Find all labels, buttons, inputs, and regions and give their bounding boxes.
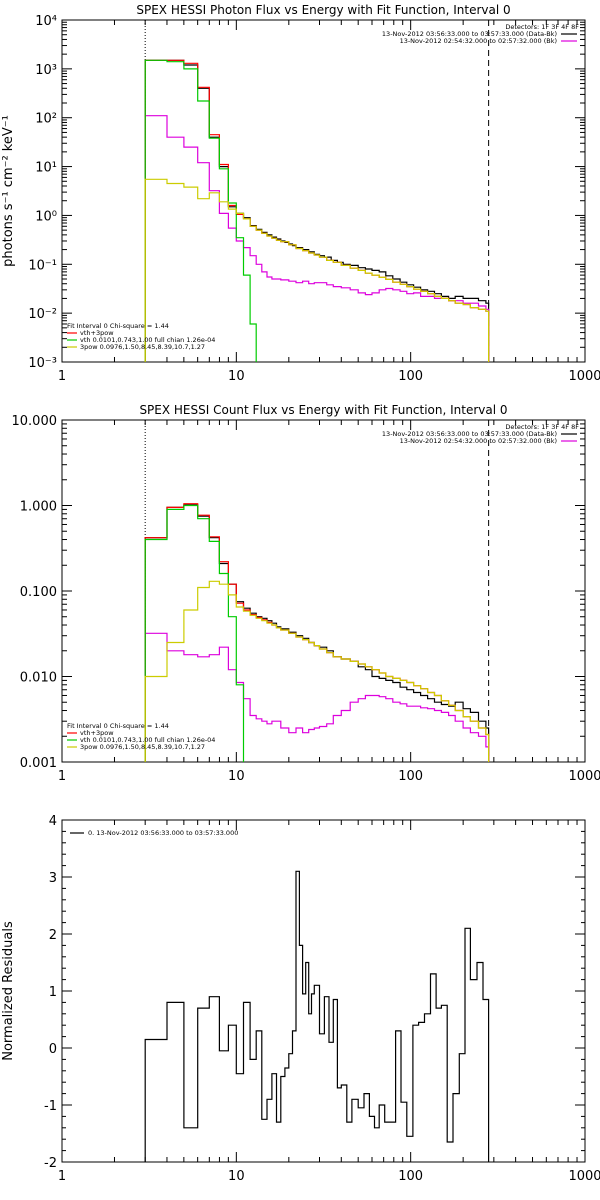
series-data-bk (144, 59, 490, 362)
legend-entry-label: vth 0.0101,0.743,1.00 full chian 1.26e-0… (80, 736, 215, 744)
legend-entry-label: vth+3pow (80, 329, 114, 337)
legend-entry-label: 13-Nov-2012 03:56:33.000 to 03:57:33.000… (382, 30, 557, 38)
series-vth (144, 59, 257, 362)
series-group (144, 59, 490, 362)
y-tick-label: 0.001 (20, 756, 57, 771)
series-vth-3pow (144, 503, 490, 762)
legend-entry-label: vth 0.0101,0.743,1.00 full chian 1.26e-0… (80, 336, 215, 344)
y-axis-label: Normalized Residuals (1, 921, 16, 1061)
y-tick-label: 0.100 (20, 585, 57, 600)
legend-entry-label: vth+3pow (80, 729, 114, 737)
legend-entry-label: 13-Nov-2012 02:54:32.000 to 02:57:32.000… (400, 37, 557, 45)
series-vth (144, 504, 245, 762)
series-vth-3pow (144, 59, 490, 362)
series-bk (144, 115, 490, 362)
series-data-bk (144, 504, 490, 762)
x-tick-label: 100 (398, 1169, 423, 1184)
x-tick-label: 1 (58, 769, 66, 784)
chart-panel-3: Normalized Residuals 1 10 100 1000 -2 -1 0 1 2 3 4 0… (1, 814, 600, 1184)
y-tick-label: 10³ (35, 63, 57, 78)
series-3pow (144, 178, 490, 362)
x-tick-label: 1000 (568, 369, 600, 384)
series-0-13-nov-2012-03-56-33-000-to-03-57-33-000 (144, 870, 490, 1162)
y-tick-label: 0.010 (20, 671, 57, 686)
series-group (144, 503, 490, 762)
y-tick-label: 10⁻¹ (28, 258, 57, 273)
y-tick-label: 10⁻³ (28, 356, 57, 371)
legend-entry-label: 13-Nov-2012 03:56:33.000 to 03:57:33.000… (382, 430, 557, 438)
x-tick-label: 100 (398, 369, 423, 384)
legend-entry-label: 3pow 0.0976,1.50,8.45,8.39,10.7,1.27 (80, 343, 205, 351)
y-tick-label: 10¹ (35, 161, 57, 176)
legend-top-title: Detectors: 1F 3F 4F 8F (505, 23, 579, 31)
y-tick-label: 3 (49, 871, 57, 886)
x-tick-label: 1000 (568, 769, 600, 784)
y-tick-label: 1 (49, 985, 57, 1000)
y-axis-label: photons s⁻¹ cm⁻² keV⁻¹ (1, 115, 16, 267)
y-tick-label: -2 (44, 1156, 57, 1171)
chart-panel-2: SPEX HESSI Count Flux vs Energy with Fit… (12, 403, 600, 784)
series-group (144, 870, 490, 1162)
y-tick-label: -1 (44, 1099, 57, 1114)
x-tick-label: 1 (58, 369, 66, 384)
plot-frame (61, 19, 586, 363)
y-tick-label: 4 (49, 814, 57, 829)
chart-title: SPEX HESSI Photon Flux vs Energy with Fi… (136, 3, 510, 17)
x-tick-label: 1000 (568, 1169, 600, 1184)
y-tick-label: 10⁴ (35, 14, 57, 29)
legend-top-title: Detectors: 1F 3F 4F 8F (505, 423, 579, 431)
x-tick-label: 1 (58, 1169, 66, 1184)
y-tick-label: 10² (35, 112, 57, 127)
x-tick-label: 10 (228, 1169, 245, 1184)
x-tick-label: 10 (228, 369, 245, 384)
legend-entry-label: 0. 13-Nov-2012 03:56:33.000 to 03:57:33.… (88, 829, 238, 837)
y-tick-label: 10.000 (12, 414, 58, 429)
plot-frame (61, 819, 586, 1163)
legend-fit-title: Fit Interval 0 Chi-square = 1.44 (67, 322, 169, 330)
chart-panel-1: SPEX HESSI Photon Flux vs Energy with Fi… (1, 3, 600, 384)
x-tick-label: 100 (398, 769, 423, 784)
legend-entry-label: 13-Nov-2012 02:54:32.000 to 02:57:32.000… (400, 437, 557, 445)
chart-title: SPEX HESSI Count Flux vs Energy with Fit… (139, 403, 507, 417)
legend-fit-title: Fit Interval 0 Chi-square = 1.44 (67, 722, 169, 730)
y-tick-label: 10⁻² (28, 307, 57, 322)
plot-frame (61, 419, 586, 763)
series-3pow (144, 580, 490, 762)
x-tick-label: 10 (228, 769, 245, 784)
y-tick-label: 1.000 (20, 500, 57, 515)
y-tick-label: 2 (49, 928, 57, 943)
y-tick-label: 0 (49, 1042, 57, 1057)
legend-entry-label: 3pow 0.0976,1.50,8.45,8.39,10.7,1.27 (80, 743, 205, 751)
y-tick-label: 10⁰ (35, 209, 57, 224)
